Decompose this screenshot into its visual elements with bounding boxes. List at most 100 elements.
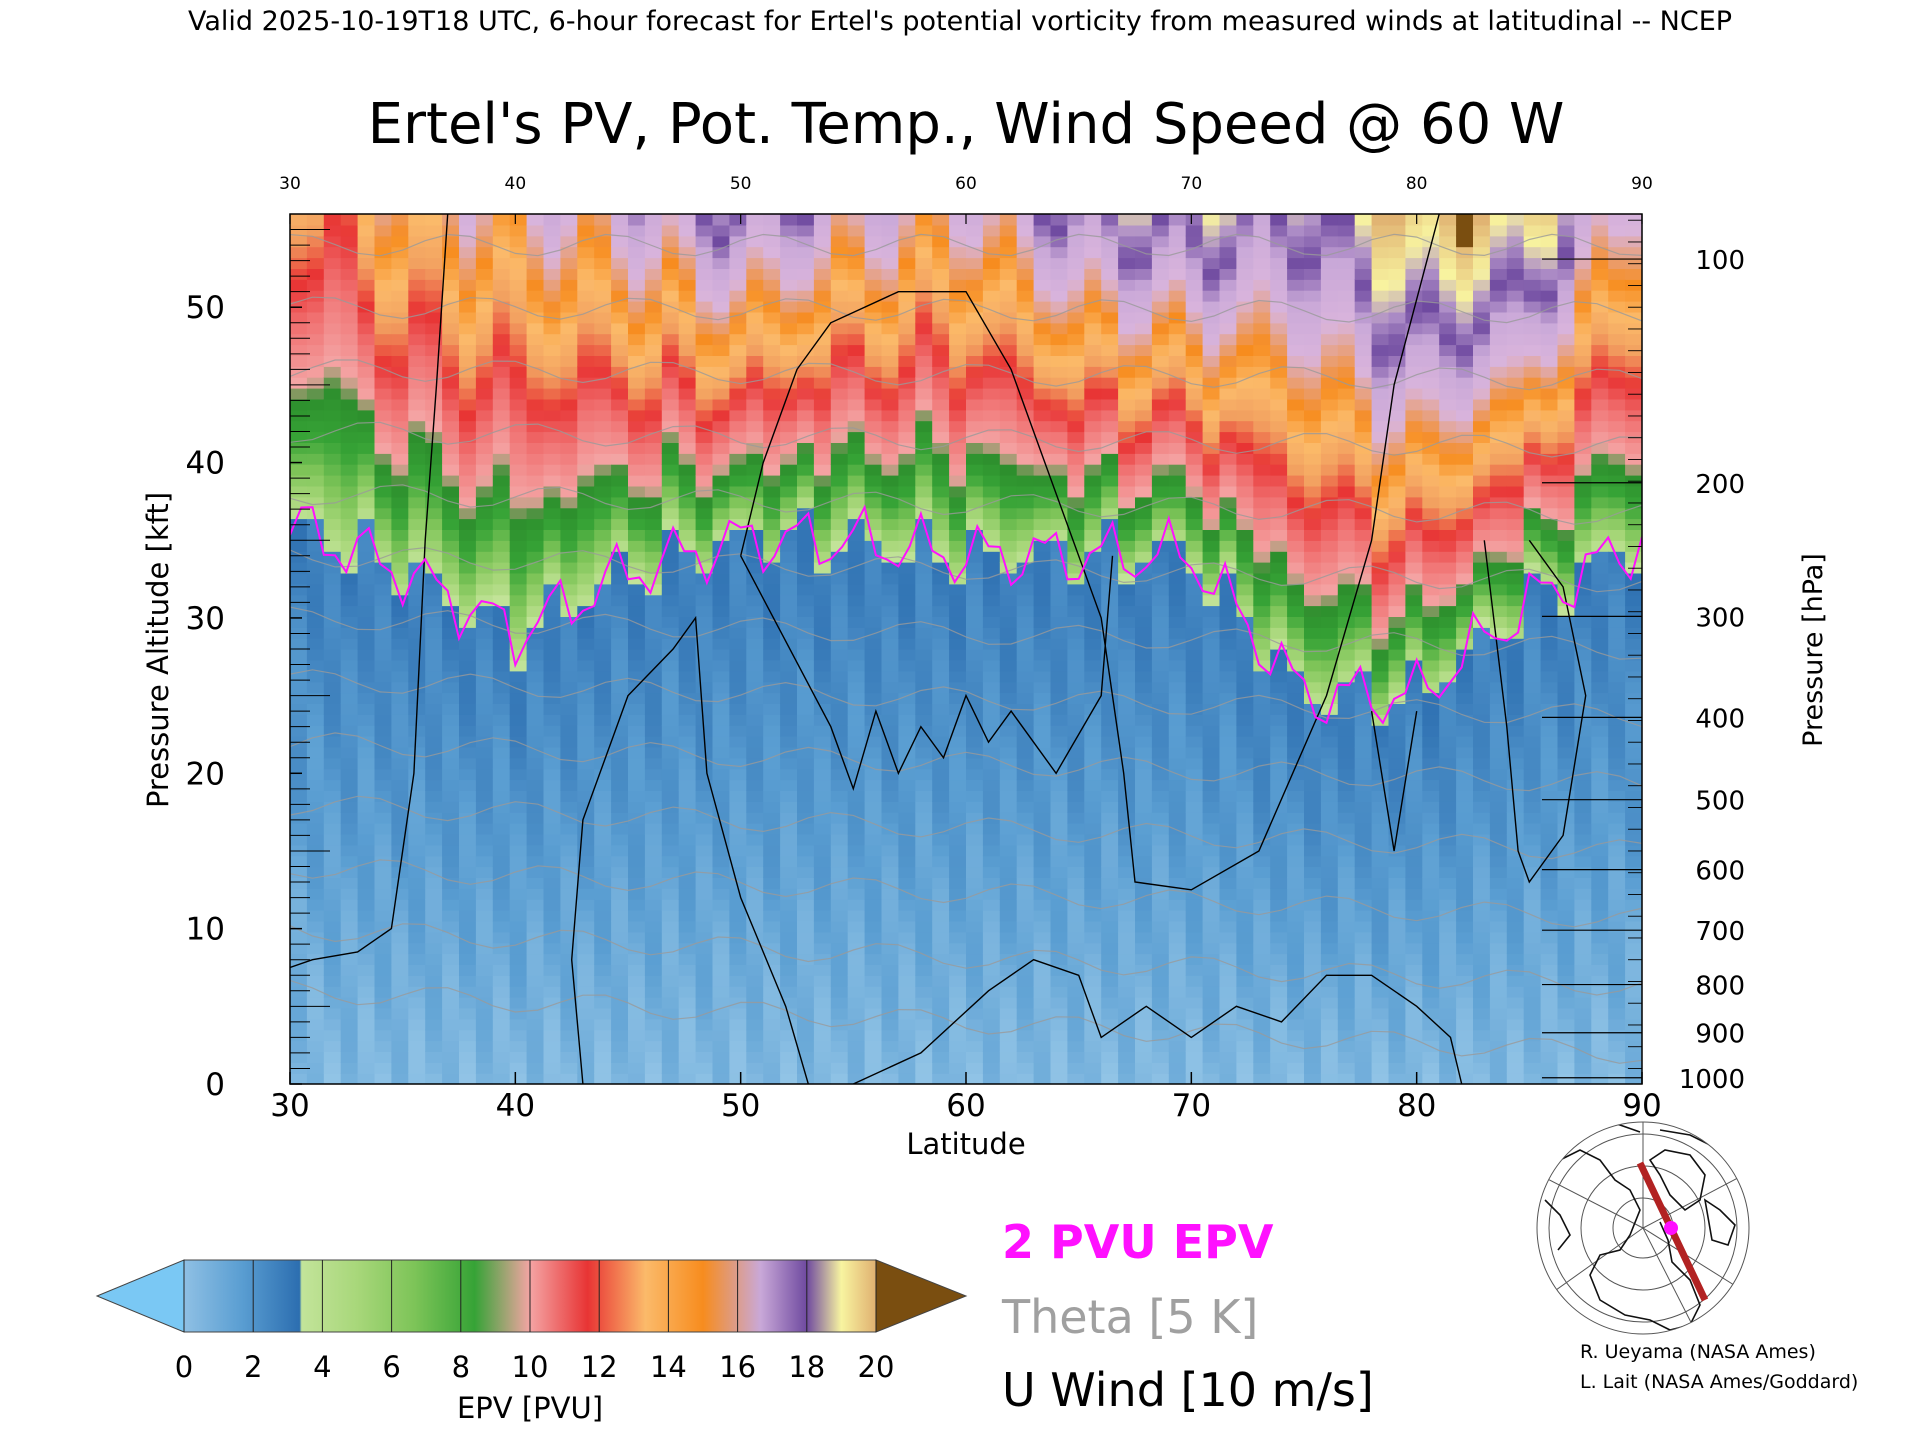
- epv-cell: [865, 997, 883, 1009]
- epv-cell: [1135, 334, 1153, 346]
- epv-cell: [1135, 834, 1153, 846]
- epv-cell: [425, 355, 443, 367]
- epv-cell: [1253, 812, 1271, 824]
- epv-cell: [1067, 410, 1085, 422]
- epv-cell: [662, 823, 680, 835]
- epv-cell: [1304, 790, 1322, 802]
- epv-cell: [662, 312, 680, 324]
- epv-cell: [831, 279, 849, 291]
- epv-cell: [527, 671, 545, 683]
- epv-cell: [1270, 247, 1288, 259]
- epv-cell: [1236, 1041, 1254, 1053]
- epv-cell: [865, 910, 883, 922]
- epv-cell: [391, 682, 409, 694]
- epv-cell: [1304, 345, 1322, 357]
- epv-cell: [1135, 899, 1153, 911]
- epv-cell: [679, 334, 697, 346]
- epv-cell: [290, 714, 308, 726]
- epv-cell: [1270, 725, 1288, 737]
- epv-cell: [408, 660, 426, 672]
- epv-cell: [527, 562, 545, 574]
- epv-cell: [662, 986, 680, 998]
- epv-cell: [408, 769, 426, 781]
- epv-cell: [848, 236, 866, 248]
- epv-cell: [577, 334, 595, 346]
- epv-cell: [391, 1019, 409, 1031]
- epv-cell: [510, 725, 528, 737]
- epv-cell: [594, 627, 612, 639]
- epv-cell: [1236, 682, 1254, 694]
- epv-cell: [831, 867, 849, 879]
- epv-cell: [746, 790, 764, 802]
- epv-cell: [476, 268, 494, 280]
- epv-cell: [780, 975, 798, 987]
- epv-cell: [713, 747, 731, 759]
- epv-cell: [594, 649, 612, 661]
- epv-cell: [746, 693, 764, 705]
- epv-cell: [544, 1041, 562, 1053]
- epv-cell: [611, 856, 629, 868]
- epv-cell: [763, 703, 781, 715]
- epv-cell: [341, 845, 359, 857]
- epv-cell: [1203, 725, 1221, 737]
- epv-cell: [493, 312, 511, 324]
- epv-cell: [341, 497, 359, 509]
- epv-cell: [1169, 606, 1187, 618]
- epv-cell: [983, 399, 1001, 411]
- epv-cell: [983, 453, 1001, 465]
- epv-cell: [983, 714, 1001, 726]
- epv-cell: [1084, 758, 1102, 770]
- epv-cell: [611, 758, 629, 770]
- epv-cell: [831, 1008, 849, 1020]
- epv-cell: [1287, 551, 1305, 563]
- epv-cell: [527, 682, 545, 694]
- epv-cell: [1152, 780, 1170, 792]
- epv-cell: [729, 497, 747, 509]
- epv-cell: [848, 856, 866, 868]
- epv-cell: [915, 736, 933, 748]
- epv-cell: [527, 823, 545, 835]
- epv-cell: [729, 1041, 747, 1053]
- epv-cell: [408, 888, 426, 900]
- epv-cell: [594, 997, 612, 1009]
- epv-cell: [915, 649, 933, 661]
- epv-cell: [898, 703, 916, 715]
- epv-cell: [577, 823, 595, 835]
- epv-cell: [628, 747, 646, 759]
- epv-cell: [1101, 508, 1119, 519]
- epv-cell: [780, 769, 798, 781]
- epv-cell: [358, 573, 376, 585]
- epv-cell: [983, 388, 1001, 400]
- epv-cell: [628, 1030, 646, 1042]
- epv-cell: [358, 954, 376, 966]
- epv-cell: [375, 736, 393, 748]
- epv-cell: [1169, 453, 1187, 465]
- epv-cell: [949, 1062, 967, 1074]
- epv-cell: [662, 214, 680, 226]
- epv-cell: [1000, 627, 1018, 639]
- epv-cell: [560, 366, 578, 378]
- epv-cell: [408, 1008, 426, 1020]
- epv-cell: [1253, 954, 1271, 966]
- epv-cell: [966, 519, 984, 531]
- epv-cell: [341, 964, 359, 976]
- epv-cell: [949, 366, 967, 378]
- epv-cell: [1118, 595, 1136, 607]
- epv-cell: [341, 834, 359, 846]
- epv-cell: [628, 703, 646, 715]
- epv-cell: [780, 932, 798, 944]
- epv-cell: [290, 247, 308, 259]
- epv-cell: [1186, 736, 1204, 748]
- epv-cell: [932, 1008, 950, 1020]
- epv-cell: [544, 1008, 562, 1020]
- epv-cell: [1253, 214, 1271, 226]
- epv-cell: [611, 279, 629, 291]
- epv-cell: [493, 225, 511, 237]
- epv-cell: [831, 1073, 849, 1085]
- epv-cell: [932, 323, 950, 335]
- epv-cell: [1084, 671, 1102, 683]
- epv-cell: [611, 290, 629, 302]
- epv-cell: [1321, 595, 1339, 607]
- epv-cell: [560, 1019, 578, 1031]
- epv-cell: [1253, 943, 1271, 955]
